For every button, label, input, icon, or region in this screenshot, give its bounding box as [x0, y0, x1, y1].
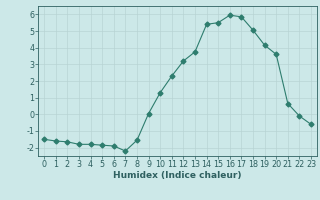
X-axis label: Humidex (Indice chaleur): Humidex (Indice chaleur): [113, 171, 242, 180]
